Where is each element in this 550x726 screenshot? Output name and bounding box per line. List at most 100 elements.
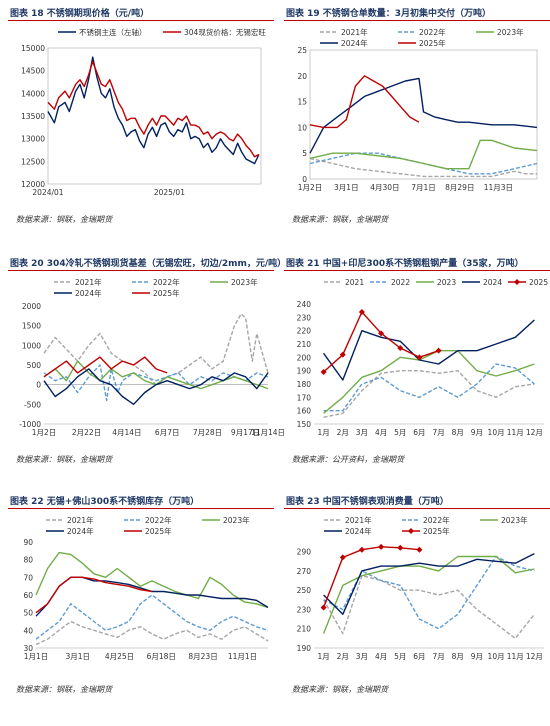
- x-tick-label: 3月1日: [334, 183, 359, 192]
- x-tick-label: 11月14日: [251, 428, 285, 437]
- chart-title: 图表 19 不锈钢仓单数量：3月初集中交付（万吨）: [286, 9, 492, 19]
- series-line: [322, 546, 420, 608]
- y-tick-label: 290: [297, 548, 312, 557]
- x-tick-label: 9月: [471, 652, 483, 661]
- y-tick-label: 180: [297, 380, 312, 389]
- title-rule: [284, 508, 550, 509]
- x-tick-label: 11月1日: [228, 652, 257, 661]
- series-marker: [320, 369, 327, 375]
- legend-label: 2024年: [67, 526, 94, 536]
- y-tick-label: 200: [297, 353, 312, 362]
- legend-label: 2023年: [501, 515, 528, 525]
- series-line: [309, 157, 537, 178]
- series-line: [43, 368, 269, 405]
- y-tick-label: 230: [297, 605, 312, 614]
- x-tick-label: 4月: [375, 652, 387, 661]
- legend-label: 2025: [529, 278, 548, 287]
- y-tick-label: 10: [297, 123, 307, 132]
- legend-marker: [408, 528, 414, 534]
- series-marker: [339, 351, 346, 358]
- legend-marker: [514, 279, 520, 285]
- y-tick-label: 190: [297, 367, 312, 376]
- series-line: [323, 319, 535, 381]
- legend-label: 2024年: [341, 38, 368, 48]
- series-line: [35, 594, 269, 640]
- series-marker: [378, 543, 385, 550]
- series-line: [43, 356, 168, 378]
- chart-panel-22: 图表 22 无锡+佛山300系不锈钢库存（万吨） 30 40 50 60 70 80 90 1…: [6, 492, 276, 726]
- x-tick-label: 1月2日: [32, 428, 57, 437]
- x-tick-label: 8月23日: [188, 652, 217, 661]
- y-tick-label: 13500: [21, 112, 45, 121]
- x-tick-label: 10月: [488, 428, 505, 437]
- series-line: [309, 77, 538, 154]
- x-tick-label: 3月: [356, 428, 368, 437]
- y-tick-label: 14000: [21, 89, 45, 98]
- y-tick-label: 250: [297, 586, 312, 595]
- x-tick-label: 7月: [432, 428, 444, 437]
- legend-label: 2022年: [423, 515, 450, 525]
- chart-source: 数据来源：钢联，金瑞期货: [16, 215, 112, 224]
- chart-panel-19: 图表 19 不锈钢仓单数量：3月初集中交付（万吨） 0 5 10 15 20 25 1月2日…: [282, 4, 550, 238]
- chart-svg: 150 160 170 180 190 200 210 220 230 240 1月 2月 3月 4月 5月…: [297, 278, 549, 437]
- legend-label: 2025年: [419, 38, 446, 48]
- x-tick-label: 12月: [526, 652, 543, 661]
- y-tick-label: 270: [297, 567, 312, 576]
- legend-label: 2024: [483, 278, 502, 287]
- y-tick-label: 15: [297, 98, 307, 107]
- y-tick-label: 210: [297, 340, 312, 349]
- x-tick-label: 4月: [375, 428, 387, 437]
- y-tick-label: 230: [297, 313, 312, 322]
- chart-svg: 30 40 50 60 70 80 90 1月1日 3月1日 4月25日 6月18日 8月23日 11月…: [23, 515, 269, 661]
- y-tick-label: 2000: [22, 302, 41, 311]
- chart-title: 图表 21 中国+印尼300系不锈钢粗钢产量（35家，万吨）: [286, 259, 524, 269]
- series-marker: [416, 546, 423, 553]
- title-rule: [8, 20, 274, 21]
- legend-label: 2023: [437, 278, 456, 287]
- x-tick-label: 11月3日: [484, 183, 513, 192]
- y-tick-label: 240: [297, 300, 312, 309]
- chart-source: 数据来源：钢联，金瑞期货: [16, 455, 112, 464]
- y-tick-label: 14500: [21, 67, 45, 76]
- series-line: [309, 139, 538, 170]
- y-tick-label: 5: [302, 149, 307, 158]
- series-marker: [397, 345, 404, 351]
- legend-label: 不锈钢主连（左轴）: [79, 27, 147, 37]
- chart-svg: 0 5 10 15 20 25 1月2日 3月1日 4月30日 7月1日 8月29日 11月3日 202…: [297, 27, 538, 192]
- chart-panel-18: 图表 18 不锈钢期现价格（元/吨） 12000 12500 13000 13500 1…: [6, 4, 276, 238]
- x-tick-label: 1月: [317, 652, 329, 661]
- series-marker: [435, 347, 442, 354]
- y-tick-label: 210: [297, 625, 312, 634]
- series-line: [43, 313, 269, 386]
- legend-label: 2021: [345, 278, 364, 287]
- series-marker: [339, 554, 346, 561]
- legend-label: 2021年: [75, 277, 102, 287]
- title-rule: [8, 270, 274, 271]
- chart-source: 数据来源：公开资料，金瑞期货: [292, 455, 404, 464]
- y-tick-label: 12000: [21, 180, 45, 189]
- series-marker: [416, 354, 423, 361]
- x-tick-label: 5月: [394, 428, 406, 437]
- series-line: [35, 620, 269, 646]
- chart-svg: -1000 -500 0 500 1000 1500 2000 1月2日 2月22日 4月14日 6…: [19, 277, 285, 437]
- series-line: [323, 311, 439, 373]
- series-marker: [397, 544, 404, 551]
- chart-source: 数据来源：钢联，金瑞期货: [292, 685, 388, 694]
- series-marker: [378, 330, 385, 337]
- x-tick-label: 2025/01: [154, 188, 185, 197]
- x-tick-label: 12月: [526, 428, 543, 437]
- chart-panel-20: 图表 20 304冷轧不锈钢现货基差（无锡宏旺，切边/2mm，元/吨） -100…: [6, 254, 286, 488]
- y-tick-label: 220: [297, 327, 312, 336]
- series-line: [323, 363, 535, 412]
- legend-label: 2022年: [153, 277, 180, 287]
- series-line: [35, 551, 269, 609]
- y-tick-label: 50: [23, 609, 33, 618]
- x-tick-label: 1月: [317, 428, 329, 437]
- y-tick-label: 190: [297, 644, 312, 653]
- y-tick-label: 30: [23, 644, 33, 653]
- x-tick-label: 6月: [413, 428, 425, 437]
- chart-panel-21: 图表 21 中国+印尼300系不锈钢粗钢产量（35家，万吨） 150 160 170…: [282, 254, 550, 488]
- legend-label: 2023年: [223, 515, 250, 525]
- plot-frame: [47, 47, 262, 185]
